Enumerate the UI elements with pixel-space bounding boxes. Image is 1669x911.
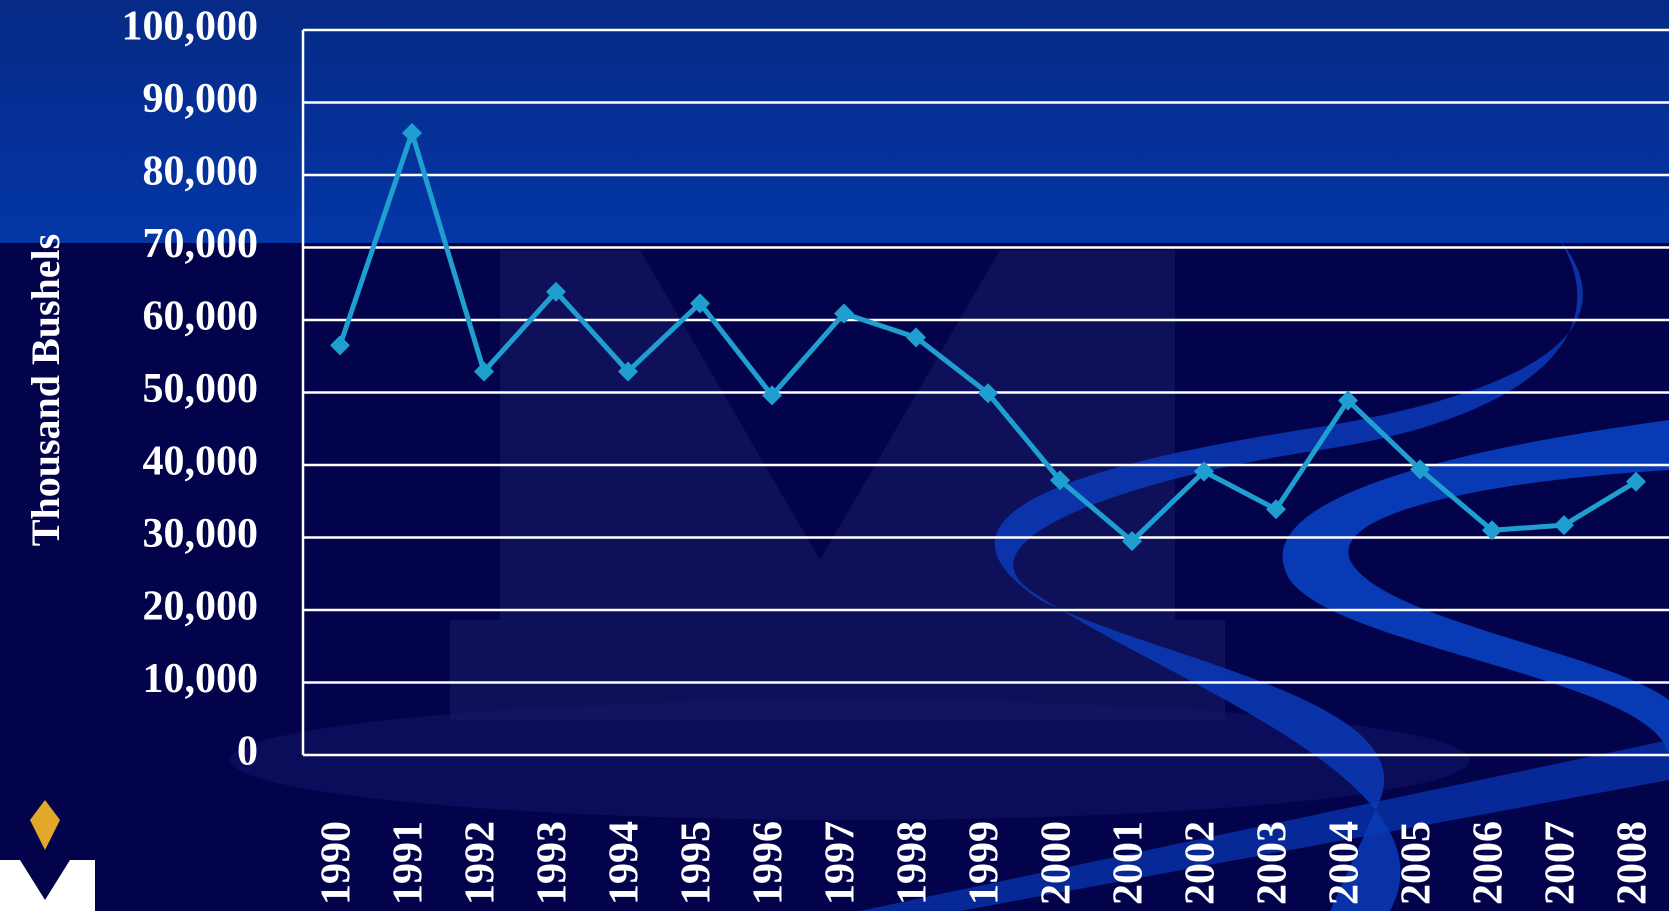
x-tick-label: 1998 <box>890 821 936 905</box>
x-tick-label: 1996 <box>746 821 792 905</box>
y-tick-label: 50,000 <box>143 366 259 412</box>
x-tick-label: 2008 <box>1610 821 1656 905</box>
data-point <box>1194 461 1214 482</box>
y-tick-label: 70,000 <box>143 221 259 267</box>
x-tick-label: 2001 <box>1106 821 1152 905</box>
data-point <box>978 383 998 404</box>
data-point <box>1626 471 1646 492</box>
x-tick-label: 1991 <box>386 821 432 905</box>
x-tick-label: 1997 <box>818 821 864 905</box>
x-tick-label: 1994 <box>602 821 648 905</box>
data-point <box>1266 499 1286 520</box>
data-point <box>402 122 422 143</box>
data-point <box>474 361 494 382</box>
x-tick-label: 2002 <box>1178 821 1224 905</box>
x-tick-label: 1990 <box>314 821 360 905</box>
y-tick-label: 10,000 <box>143 656 259 702</box>
y-tick-label: 100,000 <box>122 4 259 50</box>
y-tick-label: 0 <box>237 729 258 775</box>
top-band <box>0 0 1669 243</box>
data-point <box>330 335 350 356</box>
wave <box>994 240 1583 911</box>
y-tick-label: 40,000 <box>143 439 259 485</box>
y-tick-label: 30,000 <box>143 511 259 557</box>
x-tick-label: 2004 <box>1322 821 1368 905</box>
data-point <box>690 293 710 314</box>
x-tick-label: 1995 <box>674 821 720 905</box>
y-tick-label: 90,000 <box>143 76 259 122</box>
y-tick-label: 60,000 <box>143 294 259 340</box>
logo <box>30 800 60 850</box>
y-tick-label: 20,000 <box>143 584 259 630</box>
data-point <box>834 303 854 324</box>
data-point <box>1122 531 1142 552</box>
data-point <box>1050 470 1070 491</box>
wave <box>860 740 1669 911</box>
x-tick-label: 2003 <box>1250 821 1296 905</box>
watermark-base <box>230 700 1470 820</box>
data-point <box>1338 390 1358 411</box>
y-axis-title: Thousand Bushels <box>23 234 68 546</box>
x-tick-label: 1993 <box>530 821 576 905</box>
logo <box>0 860 95 911</box>
data-point <box>1482 520 1502 541</box>
data-point <box>762 385 782 406</box>
x-tick-label: 1992 <box>458 821 504 905</box>
data-point <box>1554 515 1574 536</box>
x-tick-label: 2005 <box>1394 821 1440 905</box>
data-point <box>546 281 566 302</box>
data-point <box>906 327 926 348</box>
wave <box>1282 420 1669 760</box>
y-tick-label: 80,000 <box>143 149 259 195</box>
x-tick-label: 2007 <box>1538 821 1584 905</box>
data-point <box>1410 459 1430 480</box>
x-tick-label: 1999 <box>962 821 1008 905</box>
x-tick-label: 2000 <box>1034 821 1080 905</box>
x-tick-label: 2006 <box>1466 821 1512 905</box>
watermark <box>450 250 1225 720</box>
data-point <box>618 361 638 382</box>
